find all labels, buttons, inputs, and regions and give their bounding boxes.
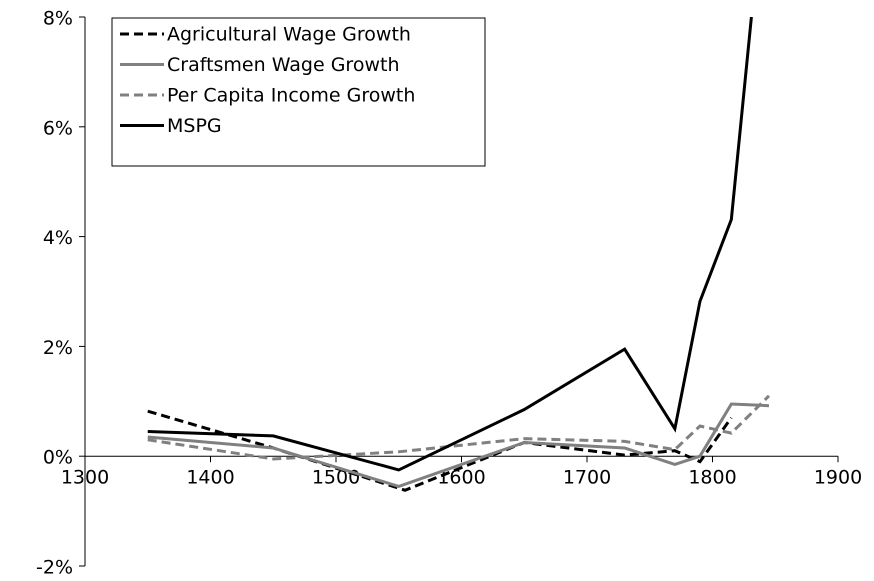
- legend-box: [111, 17, 486, 167]
- x-tick-label: 1700: [563, 467, 611, 489]
- legend-label: MSPG: [167, 115, 222, 137]
- y-tick-label: -2%: [36, 557, 73, 579]
- legend-label: Agricultural Wage Growth: [167, 24, 411, 46]
- y-tick-label: 8%: [43, 8, 73, 30]
- x-tick-label: 1500: [312, 467, 360, 489]
- y-tick-label: 2%: [43, 337, 73, 359]
- series-line: [147, 409, 733, 492]
- legend-label: Craftsmen Wage Growth: [167, 54, 399, 76]
- legend-label: Per Capita Income Growth: [167, 85, 415, 107]
- series-line: [147, 17, 753, 472]
- x-tick-label: 1600: [437, 467, 485, 489]
- series-line: [147, 394, 771, 461]
- x-tick-label: 1800: [688, 467, 736, 489]
- y-tick-label: 0%: [43, 447, 73, 469]
- y-tick-label: 6%: [43, 117, 73, 139]
- x-tick-label: 1300: [61, 467, 109, 489]
- x-tick-label: 1400: [186, 467, 234, 489]
- y-tick-label: 4%: [43, 227, 73, 249]
- series-line: [147, 402, 770, 488]
- x-tick-label: 1900: [814, 467, 862, 489]
- plot-area: [147, 17, 771, 492]
